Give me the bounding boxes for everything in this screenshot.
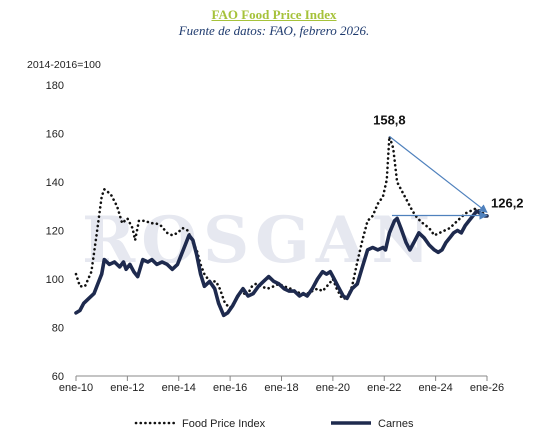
x-tick-label: ene-14 (162, 382, 196, 394)
latest-value-label: 126,2 (491, 195, 524, 210)
x-tick-label: ene-24 (418, 382, 452, 394)
x-tick-label: ene-10 (59, 382, 93, 394)
y-tick-label: 160 (46, 129, 64, 141)
y-tick-label: 60 (52, 371, 64, 383)
series-layer (74, 135, 489, 318)
x-tick-label: ene-18 (264, 382, 298, 394)
x-tick-label: ene-12 (110, 382, 144, 394)
x-tick-label: ene-26 (470, 382, 504, 394)
x-tick-label: ene-16 (213, 382, 247, 394)
annotation-layer: 158,8 126,2 (373, 112, 523, 210)
legend-label-carnes: Carnes (378, 418, 414, 430)
x-tick-label: ene-22 (367, 382, 401, 394)
peak-value-label: 158,8 (373, 112, 406, 127)
y-axis-unit-label: 2014-2016=100 (27, 59, 101, 71)
series-carnes-line (74, 209, 489, 318)
y-tick-label: 120 (46, 226, 64, 238)
legend-label-food-price-index: Food Price Index (182, 418, 266, 430)
chart-title: FAO Food Price Index (211, 7, 337, 22)
y-tick-label: 80 (52, 323, 64, 335)
arrow-layer (389, 135, 488, 220)
x-tick-label: ene-20 (316, 382, 350, 394)
annotation-arrow (389, 135, 488, 213)
legend: Food Price Index Carnes (134, 418, 414, 430)
y-tick-label: 180 (46, 80, 64, 92)
y-tick-label: 100 (46, 274, 64, 286)
chart-subtitle: Fuente de datos: FAO, febrero 2026. (178, 23, 370, 38)
y-tick-label: 140 (46, 177, 64, 189)
axes: 60 80 100 120 140 160 180 ene-10 ene-12 ene-14 ene… (27, 59, 504, 394)
